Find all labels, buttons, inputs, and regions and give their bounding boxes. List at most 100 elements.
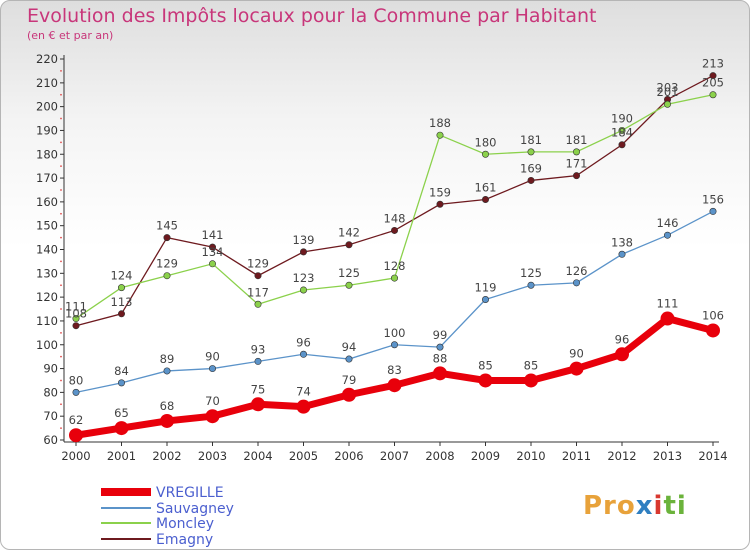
y-minor-tick — [60, 141, 62, 144]
y-minor-tick — [60, 331, 62, 334]
data-label: 96 — [296, 335, 311, 349]
y-tick-label: 140 — [36, 243, 58, 257]
data-point — [569, 361, 584, 376]
data-point — [436, 131, 444, 139]
data-label: 68 — [160, 399, 175, 413]
data-point — [205, 409, 220, 424]
data-point — [618, 126, 626, 134]
data-label: 213 — [702, 57, 724, 71]
data-point — [527, 176, 535, 184]
y-minor-tick — [60, 403, 62, 406]
data-point — [433, 366, 447, 381]
data-point — [481, 195, 489, 203]
y-minor-tick — [60, 212, 62, 215]
data-label: 94 — [342, 340, 357, 354]
data-point — [572, 172, 580, 180]
data-label: 89 — [160, 352, 175, 366]
data-label: 79 — [342, 373, 357, 387]
data-label: 141 — [202, 228, 224, 242]
data-label: 111 — [65, 300, 87, 314]
data-label: 83 — [387, 363, 402, 377]
x-tick-label: 2013 — [653, 449, 682, 463]
legend-label: Emagny — [156, 532, 213, 548]
chart-title: Evolution des Impôts locaux pour la Comm… — [27, 5, 597, 27]
data-label: 62 — [69, 413, 84, 427]
data-label: 156 — [702, 192, 724, 206]
data-label: 171 — [566, 157, 588, 171]
x-tick-label: 2008 — [425, 449, 454, 463]
y-minor-tick — [60, 379, 62, 382]
data-point — [618, 250, 626, 258]
data-label: 123 — [293, 271, 315, 285]
data-point — [524, 373, 538, 388]
data-label: 124 — [111, 269, 133, 283]
data-point — [72, 315, 80, 323]
logo-part-4: ti — [663, 491, 687, 521]
data-label: 88 — [433, 351, 448, 365]
x-tick-label: 2003 — [198, 449, 227, 463]
y-tick-label: 120 — [36, 290, 58, 304]
y-minor-tick — [60, 260, 62, 263]
data-label: 85 — [524, 358, 539, 372]
y-minor-tick — [60, 165, 62, 168]
data-point — [436, 200, 444, 208]
data-point — [709, 207, 717, 215]
y-tick-label: 70 — [43, 409, 58, 423]
data-label: 80 — [69, 373, 84, 387]
x-tick-label: 2010 — [516, 449, 545, 463]
data-point — [299, 248, 307, 256]
x-tick-label: 2006 — [334, 449, 363, 463]
data-label: 74 — [296, 385, 311, 399]
x-tick-label: 2011 — [562, 449, 591, 463]
data-point — [69, 428, 83, 443]
data-label: 84 — [114, 364, 129, 378]
data-point — [118, 284, 126, 292]
data-point — [706, 323, 720, 338]
y-minor-tick — [60, 355, 62, 358]
data-point — [296, 399, 311, 414]
data-label: 180 — [475, 135, 497, 149]
data-label: 184 — [611, 126, 633, 140]
series-lines — [69, 72, 720, 443]
y-tick-label: 90 — [43, 362, 58, 376]
data-point — [345, 355, 353, 363]
data-label: 108 — [65, 307, 87, 321]
proxiti-logo: Proxiti — [583, 491, 687, 521]
y-tick-label: 220 — [36, 52, 58, 66]
x-tick-label: 2000 — [61, 449, 90, 463]
data-label: 90 — [205, 350, 220, 364]
data-label: 203 — [657, 80, 679, 94]
data-point — [114, 421, 129, 436]
data-point — [118, 310, 126, 318]
data-label: 96 — [615, 332, 630, 346]
data-label: 142 — [338, 226, 360, 240]
data-label: 129 — [247, 257, 269, 271]
data-point — [481, 296, 489, 304]
data-label: 201 — [657, 85, 679, 99]
data-label: 190 — [611, 111, 633, 125]
logo-part-1: Pro — [583, 491, 636, 521]
y-minor-tick — [60, 308, 62, 310]
data-label: 145 — [156, 219, 178, 233]
data-point — [387, 378, 402, 393]
data-point — [299, 286, 307, 294]
data-label: 181 — [520, 133, 542, 147]
x-tick-label: 2005 — [289, 449, 318, 463]
data-label: 113 — [111, 295, 133, 309]
x-tick-label: 2007 — [380, 449, 409, 463]
data-label: 70 — [205, 394, 220, 408]
data-label: 148 — [384, 211, 406, 225]
data-labels: 108 113 145 141 129 139 142 148 159 161 169 171 184 2… — [65, 57, 724, 428]
data-point — [72, 388, 80, 396]
data-label: 205 — [702, 76, 724, 90]
data-point — [118, 379, 126, 387]
legend-label: Moncley — [156, 516, 214, 532]
data-point — [478, 373, 493, 388]
data-point — [663, 100, 671, 108]
data-label: 65 — [114, 406, 129, 420]
y-minor-tick — [60, 93, 62, 96]
data-point — [436, 343, 444, 351]
y-tick-label: 100 — [36, 338, 58, 352]
data-label: 100 — [384, 326, 406, 340]
